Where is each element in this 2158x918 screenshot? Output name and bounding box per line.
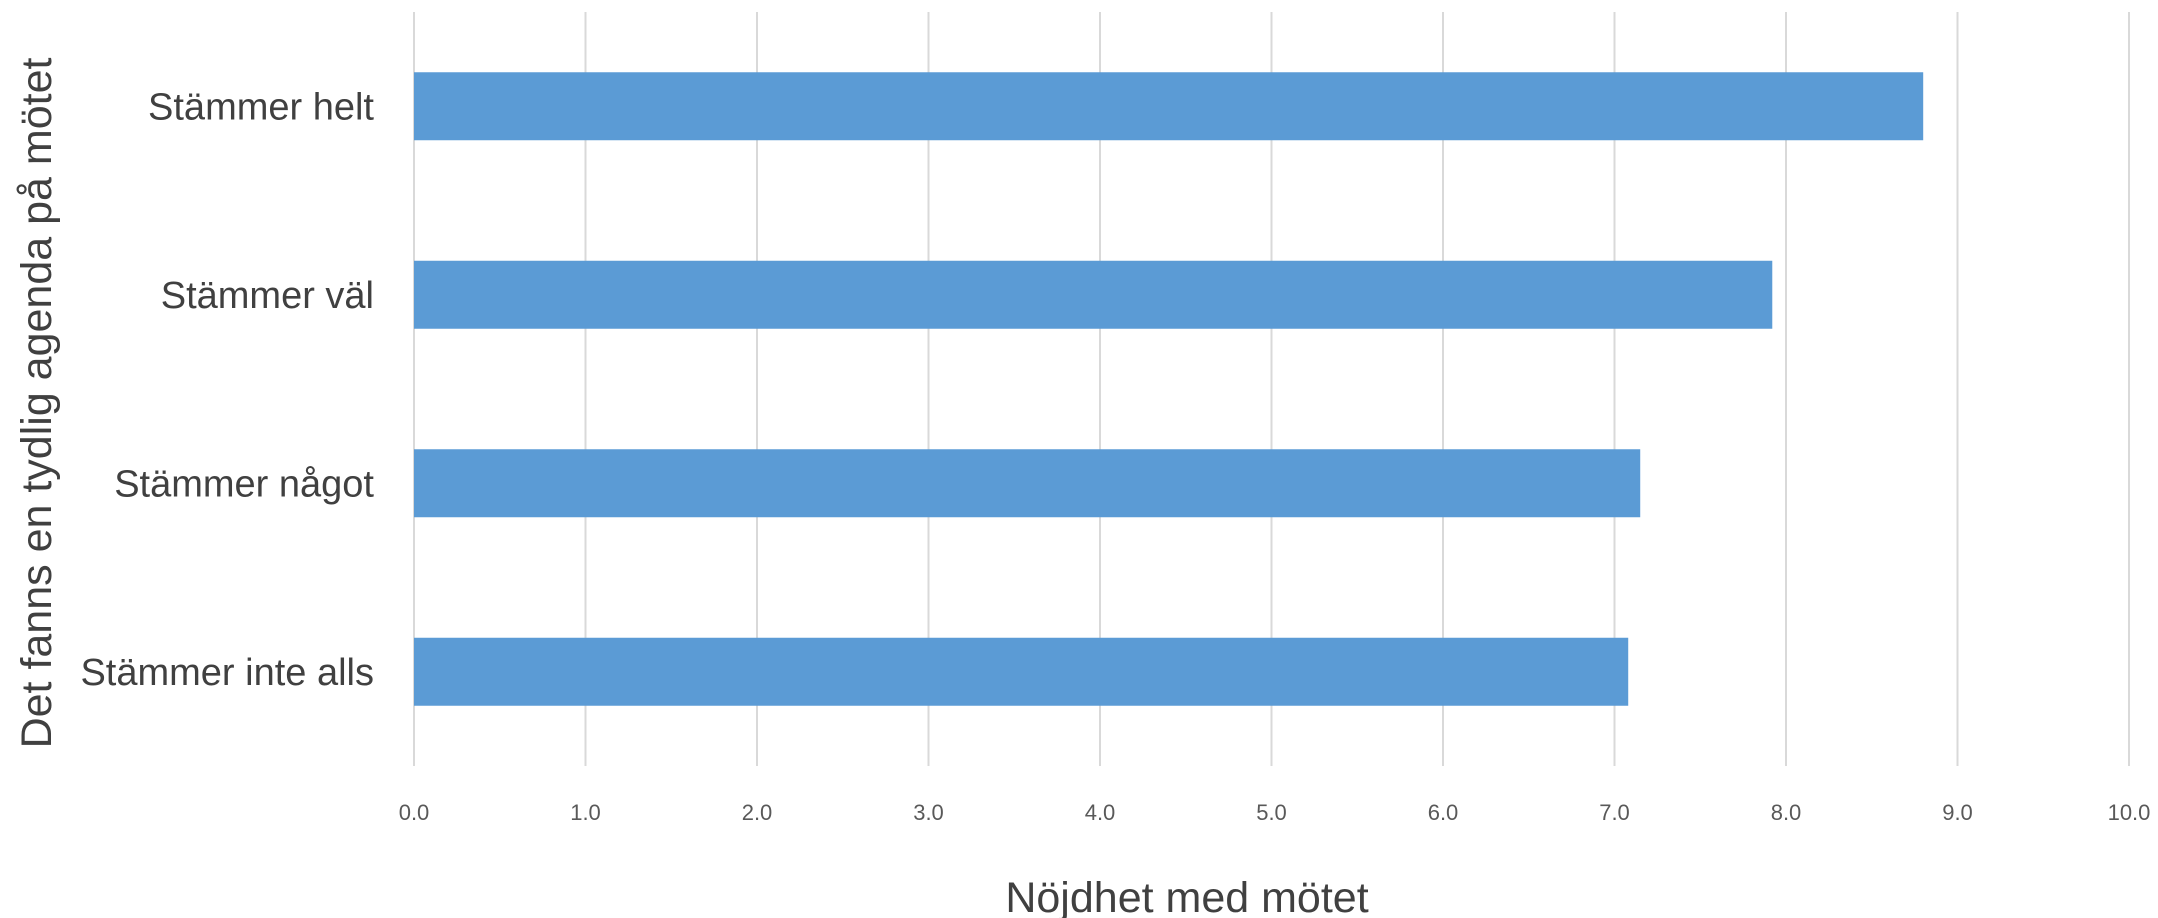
x-tick-label: 4.0 [1085, 800, 1116, 825]
category-label: Stämmer inte alls [80, 652, 374, 694]
x-tick-labels: 0.0 1.0 2.0 3.0 4.0 5.0 6.0 7.0 8.0 9.0 10.0 [399, 800, 2151, 825]
bar [414, 449, 1641, 518]
bar [414, 260, 1773, 329]
x-tick-label: 9.0 [1942, 800, 1973, 825]
x-tick-label: 2.0 [742, 800, 773, 825]
x-tick-label: 1.0 [570, 800, 601, 825]
bar [414, 72, 1924, 141]
x-tick-label: 0.0 [399, 800, 430, 825]
category-labels: Stämmer helt Stämmer väl Stämmer något Stäm… [80, 86, 374, 694]
category-label: Stämmer väl [161, 275, 374, 317]
x-tick-label: 5.0 [1256, 800, 1287, 825]
x-tick-label: 10.0 [2108, 800, 2151, 825]
x-tick-label: 7.0 [1599, 800, 1630, 825]
y-axis-title: Det fanns en tydlig agenda på mötet [13, 58, 61, 749]
x-axis-title: Nöjdhet med mötet [1005, 874, 1368, 918]
x-tick-label: 6.0 [1428, 800, 1459, 825]
x-tick-label: 8.0 [1771, 800, 1802, 825]
x-tick-label: 3.0 [913, 800, 944, 825]
category-label: Stämmer något [114, 463, 374, 505]
category-label: Stämmer helt [148, 86, 374, 128]
bars [414, 72, 1924, 706]
bar [414, 637, 1629, 706]
